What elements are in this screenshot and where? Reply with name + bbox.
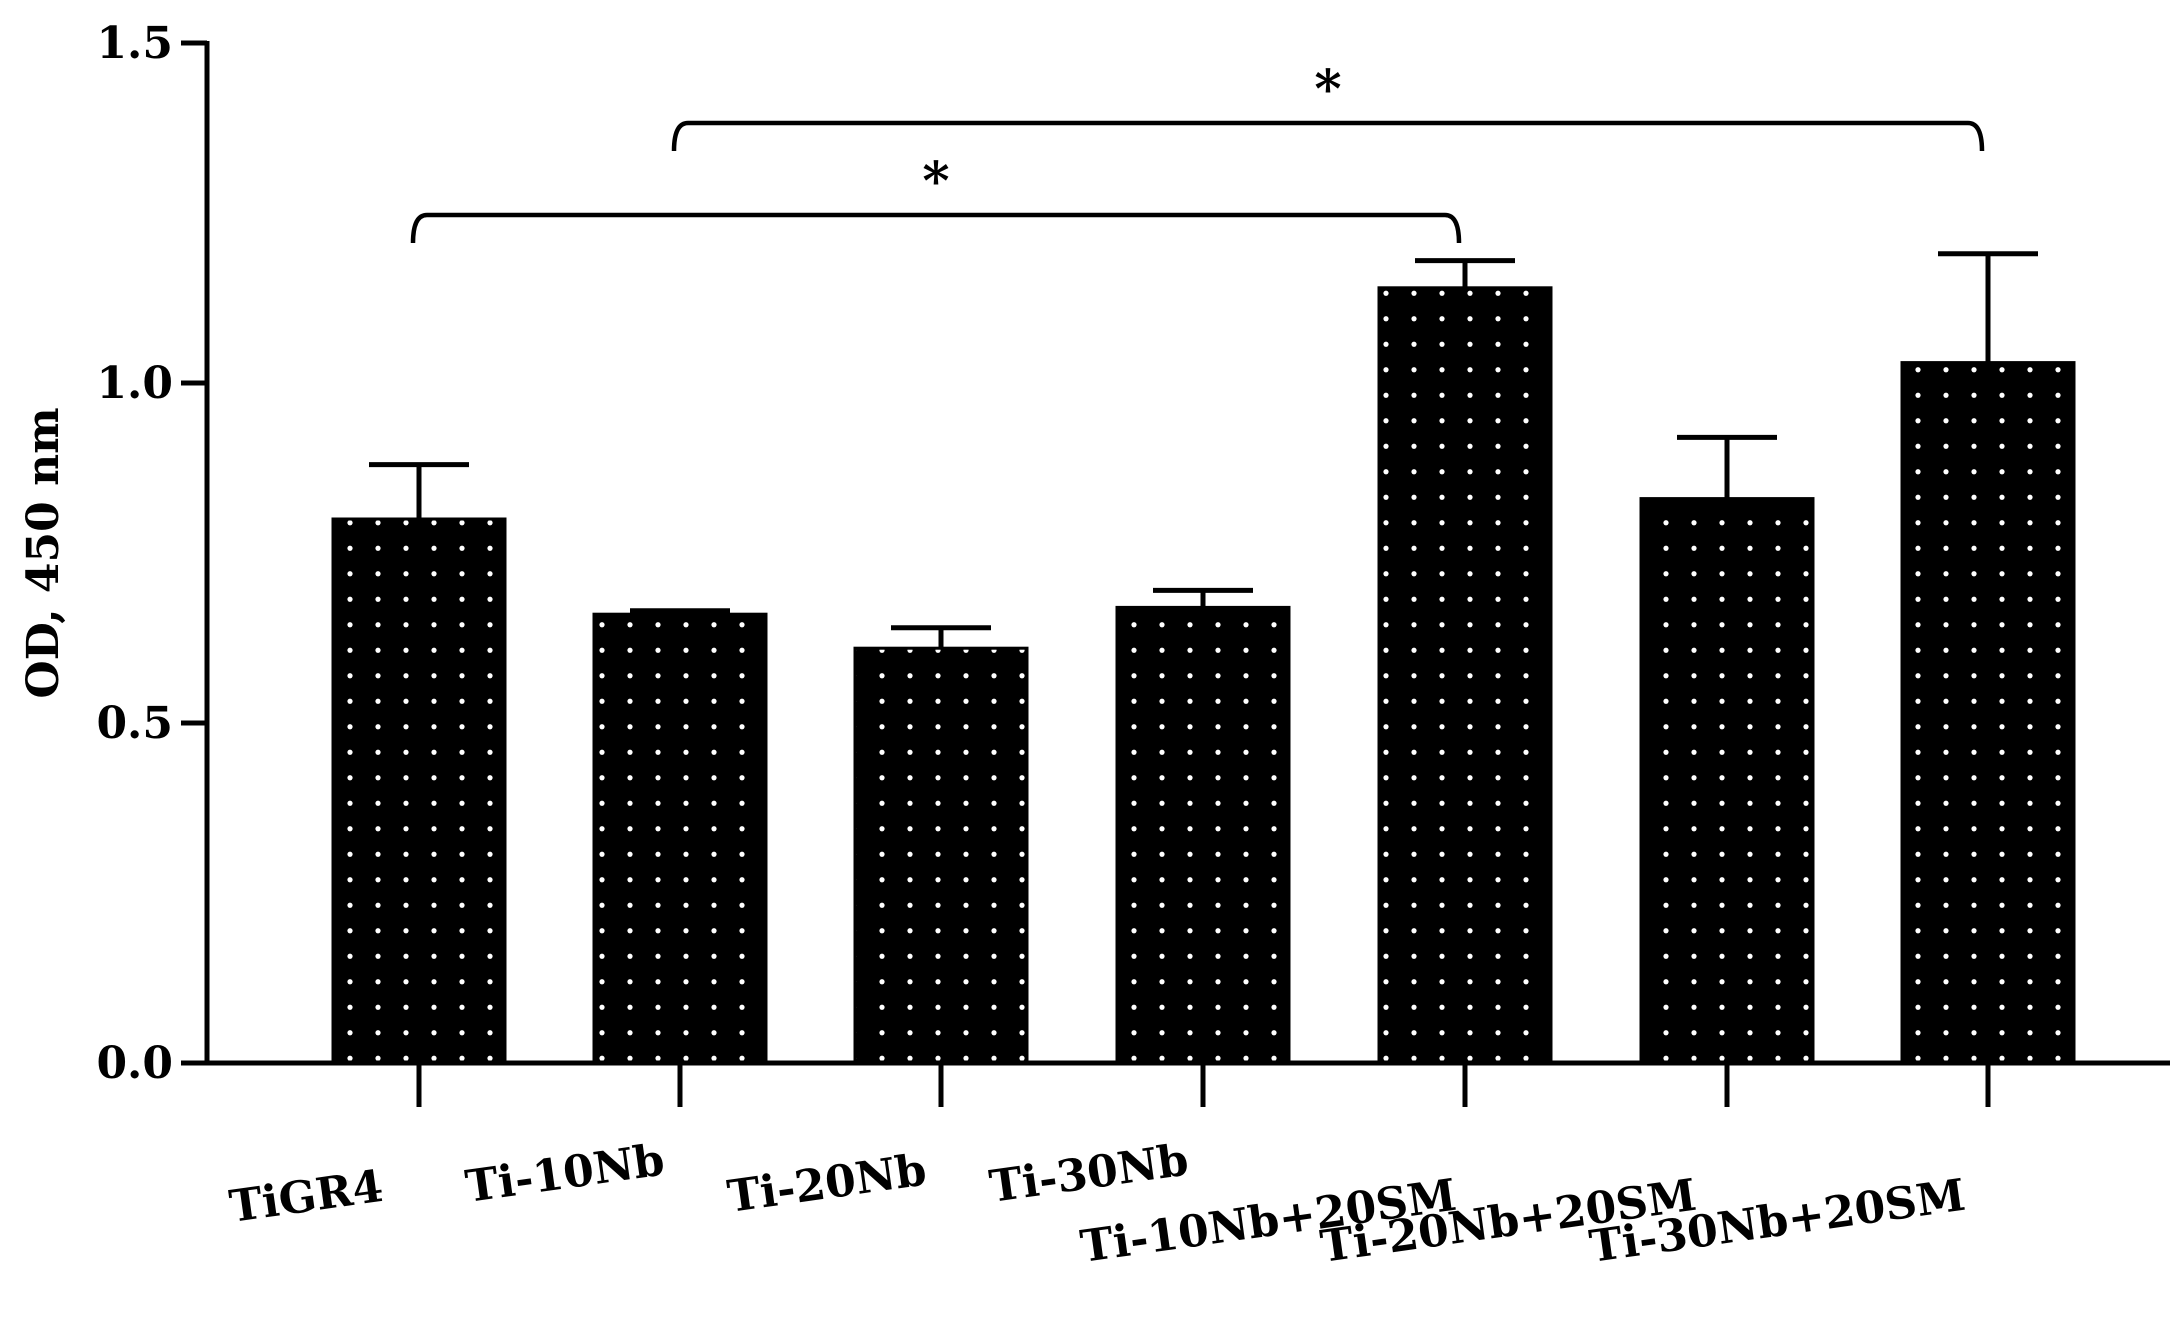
error-bars-group bbox=[369, 251, 2038, 649]
bar-ti-20nb bbox=[853, 646, 1029, 1065]
bar-ti-30nb-20sm bbox=[1900, 361, 2076, 1065]
bars-group bbox=[331, 286, 2076, 1065]
significance-bracket bbox=[671, 120, 1985, 152]
y-tick-label: 0.5 bbox=[96, 698, 173, 749]
bar-ti-30nb bbox=[1115, 605, 1291, 1065]
bar-ti-10nb bbox=[592, 612, 768, 1065]
category-labels-group: TiGR4 Ti-10Nb Ti-20Nb Ti-30NbTi-10Nb+20SMTi… bbox=[226, 1135, 1968, 1273]
significance-label: * bbox=[922, 151, 949, 212]
x-category-label: TiGR4 bbox=[226, 1161, 386, 1233]
axes-group bbox=[204, 41, 2170, 1066]
y-tick-label: 1.0 bbox=[96, 358, 173, 409]
x-category-label: Ti-20Nb bbox=[724, 1145, 929, 1223]
x-category-label: Ti-10Nb bbox=[462, 1135, 667, 1213]
significance-bracket bbox=[410, 212, 1462, 244]
y-axis-label: OD, 450 nm bbox=[18, 407, 69, 698]
bar-ti-10nb-20sm bbox=[1377, 286, 1553, 1065]
bar-ti-20nb-20sm bbox=[1639, 497, 1815, 1065]
y-tick-label: 1.5 bbox=[96, 18, 173, 69]
x-category-label: Ti-30Nb bbox=[986, 1135, 1191, 1213]
significance-group: ** bbox=[410, 59, 1985, 244]
x-ticks-group bbox=[416, 1063, 1991, 1107]
y-tick-label: 0.0 bbox=[96, 1038, 173, 1089]
bar-tigr4 bbox=[331, 517, 507, 1065]
significance-label: * bbox=[1314, 59, 1341, 120]
y-ticks-group: 0.0 0.5 1.0 1.5 bbox=[96, 18, 207, 1089]
